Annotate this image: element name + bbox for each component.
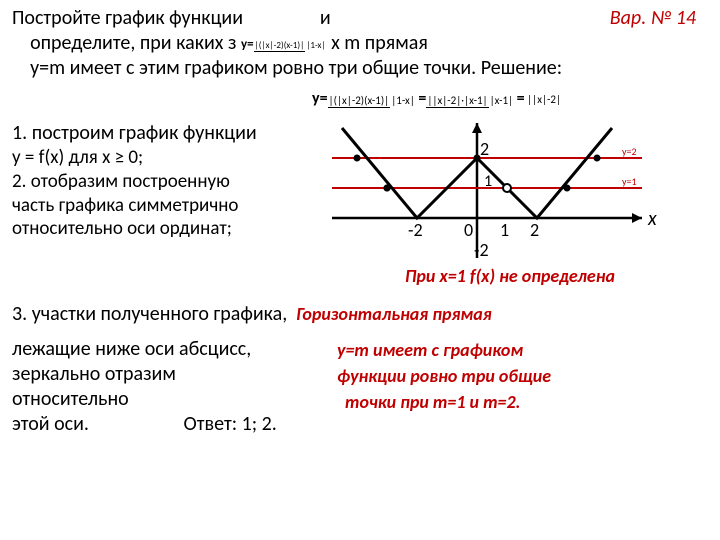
bottom-left: лежащие ниже оси абсцисс, зеркально отра… bbox=[12, 337, 337, 437]
svg-text:0: 0 bbox=[464, 219, 473, 241]
br1: y=m имеет с графиком bbox=[337, 337, 708, 363]
graph: 2 1 -2 0 1 2 -2 x y=2 y=1 bbox=[312, 113, 708, 263]
step2b: часть графика симметрично bbox=[12, 194, 312, 218]
svg-text:-2: -2 bbox=[474, 239, 489, 261]
svg-text:y=2: y=2 bbox=[622, 145, 637, 158]
graph-right: y=|(|x|-2)(x-1)||1-x| =||x|-2|·|x-1||x-1… bbox=[312, 89, 708, 288]
formula-chain: y=|(|x|-2)(x-1)||1-x| =||x|-2|·|x-1||x-1… bbox=[312, 89, 708, 109]
bl4: этой оси. Ответ: 1; 2. bbox=[12, 412, 337, 437]
bl3: относительно bbox=[12, 387, 337, 412]
br2: функции ровно три общие bbox=[337, 363, 708, 389]
header-i: и bbox=[320, 6, 331, 30]
graph-note: При х=1 f(x) не определена bbox=[312, 265, 708, 288]
bottom-right: y=m имеет с графиком функции ровно три о… bbox=[337, 337, 708, 437]
variant-label: Вар. № 14 bbox=[610, 6, 696, 31]
bottom-pair: лежащие ниже оси абсцисс, зеркально отра… bbox=[12, 337, 708, 437]
svg-text:-2: -2 bbox=[408, 219, 423, 241]
bl2: зеркально отразим bbox=[12, 362, 337, 387]
header-line3: y=m имеет с этим графиком ровно три общи… bbox=[30, 56, 562, 80]
step2: 2. отобразим построенную bbox=[12, 170, 312, 194]
steps-left: 1. построим график функции y = f(x) для … bbox=[12, 89, 312, 241]
step2c: относительно оси ординат; bbox=[12, 217, 312, 241]
step1: 1. построим график функции bbox=[12, 121, 312, 146]
header-line1a: Постройте график функции bbox=[12, 6, 243, 30]
step1b: y = f(x) для x ≥ 0; bbox=[12, 146, 312, 170]
step3-text: 3. участки полученного графика, bbox=[12, 302, 287, 326]
svg-text:1: 1 bbox=[484, 172, 492, 191]
header-block: Постройте график функции и Вар. № 14 опр… bbox=[12, 6, 708, 81]
svg-text:x: x bbox=[647, 207, 657, 231]
svg-text:1: 1 bbox=[500, 219, 509, 241]
step3-red: Горизонтальная прямая bbox=[296, 303, 491, 325]
bl1: лежащие ниже оси абсцисс, bbox=[12, 337, 337, 362]
small-formula: y=|(|x|-2)(x-1)||1-x| bbox=[241, 38, 327, 51]
header-line2b: х m прямая bbox=[331, 31, 428, 55]
br3: точки при m=1 и m=2. bbox=[337, 389, 708, 415]
header-line2a: определите, при каких з bbox=[30, 31, 236, 55]
svg-text:y=1: y=1 bbox=[622, 175, 637, 188]
svg-text:2: 2 bbox=[530, 219, 539, 241]
middle-row: 1. построим график функции y = f(x) для … bbox=[12, 89, 708, 288]
step3-row: 3. участки полученного графика, Горизонт… bbox=[12, 302, 708, 327]
svg-text:2: 2 bbox=[480, 138, 489, 160]
answer: Ответ: 1; 2. bbox=[184, 412, 277, 436]
